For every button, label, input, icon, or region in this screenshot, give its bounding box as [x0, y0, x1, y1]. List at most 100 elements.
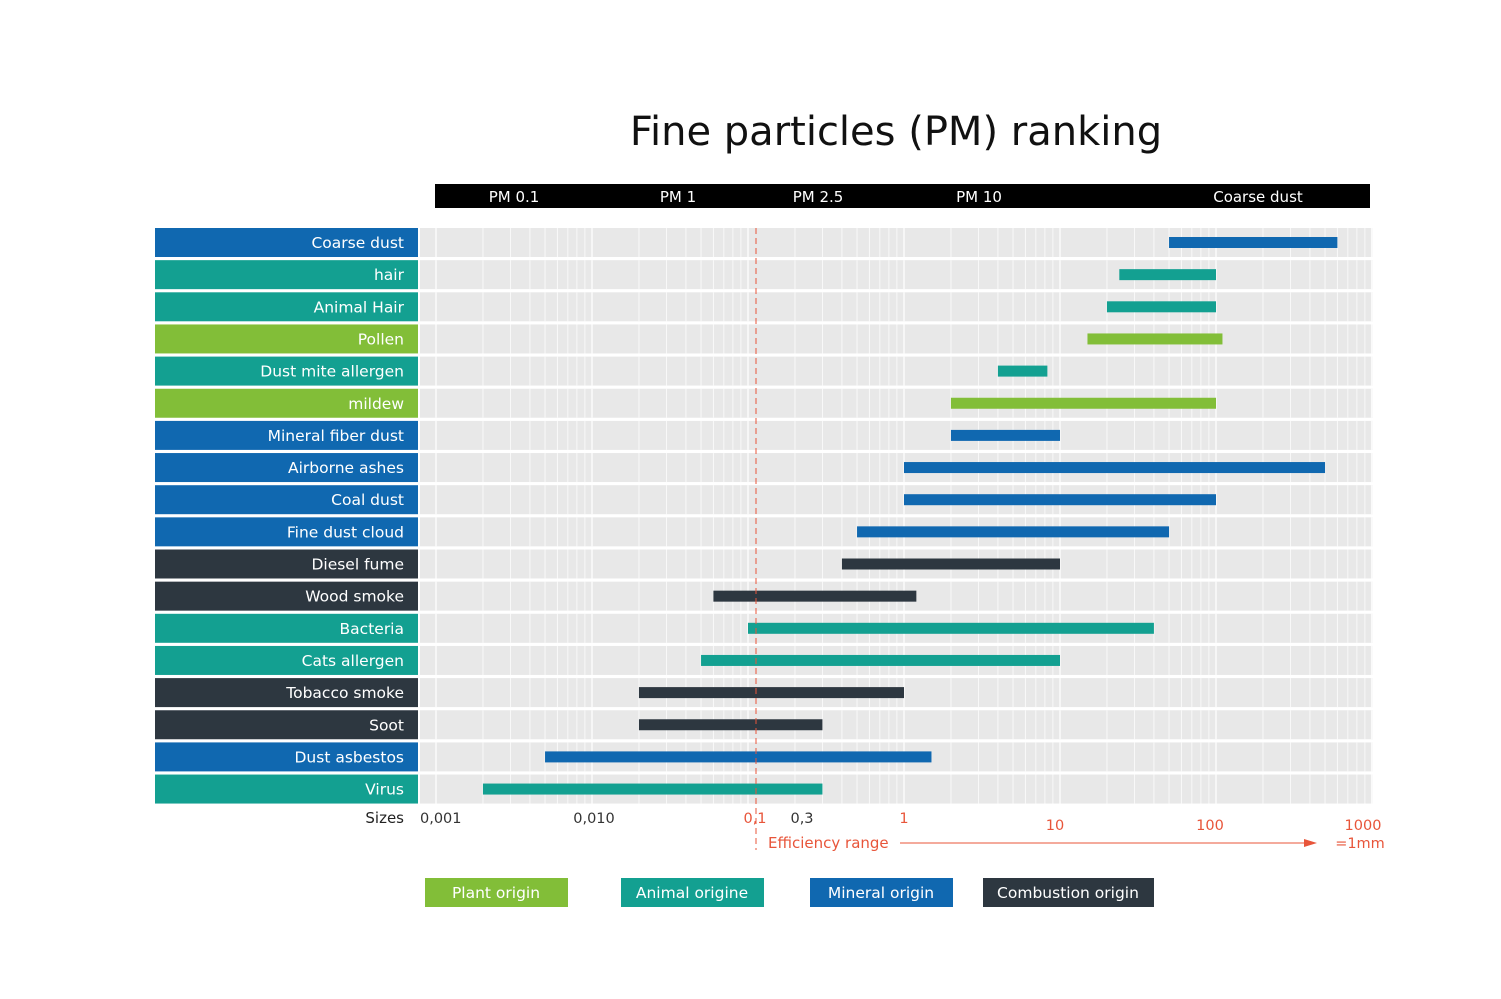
unit-note: =1mm	[1335, 836, 1385, 852]
row-label-box	[155, 228, 418, 257]
row-label: Mineral fiber dust	[268, 427, 404, 445]
row-label: Bacteria	[340, 620, 404, 638]
row-coal-dust: Coal dust	[155, 485, 1373, 515]
tick-label: 0,1	[743, 811, 766, 827]
legend-item-combustion: Combustion origin	[983, 878, 1154, 907]
row-label: Coarse dust	[311, 234, 404, 252]
chart-title: Fine particles (PM) ranking	[630, 109, 1162, 155]
row-label: Soot	[369, 716, 404, 734]
range-bar	[841, 558, 1060, 570]
row-dust-asbestos: Dust asbestos	[155, 742, 1373, 772]
row-label-box	[155, 581, 418, 611]
pm-band-label: PM 2.5	[793, 188, 844, 206]
row-label-box	[155, 356, 418, 386]
pm-band-label: PM 10	[956, 188, 1002, 206]
row-label: Wood smoke	[305, 588, 404, 606]
row-label-box	[155, 742, 418, 772]
row-label-box	[155, 678, 418, 708]
row-tobacco-smoke: Tobacco smoke	[155, 678, 1373, 708]
range-bar	[904, 494, 1216, 506]
row-label-box	[155, 260, 418, 290]
legend-item-mineral: Mineral origin	[810, 878, 953, 907]
legend-item-animal: Animal origine	[621, 878, 764, 907]
row-fine-dust-cloud: Fine dust cloud	[155, 517, 1373, 547]
row-label: Coal dust	[331, 491, 404, 509]
range-bar	[748, 622, 1154, 634]
range-bar	[1169, 237, 1338, 248]
row-hair: hair	[155, 260, 1373, 290]
row-animal-hair: Animal Hair	[155, 292, 1373, 322]
row-label: Diesel fume	[311, 556, 404, 574]
row-soot: Soot	[155, 710, 1373, 740]
tick-label: 0,010	[573, 811, 615, 827]
row-label: Dust asbestos	[295, 748, 405, 766]
row-dust-mite-allergen: Dust mite allergen	[155, 356, 1373, 386]
range-bar	[545, 751, 932, 763]
legend-label: Mineral origin	[828, 884, 934, 902]
row-label-box	[155, 388, 418, 418]
pm-band-label: PM 1	[660, 188, 696, 206]
row-label: Pollen	[358, 330, 404, 348]
legend-label: Combustion origin	[997, 884, 1139, 902]
range-bar	[950, 397, 1216, 409]
range-bar	[857, 526, 1170, 538]
tick-label: 1	[899, 811, 908, 827]
row-wood-smoke: Wood smoke	[155, 581, 1373, 611]
row-mineral-fiber-dust: Mineral fiber dust	[155, 420, 1373, 450]
row-label-box	[155, 774, 418, 804]
tick-label: 10	[1046, 818, 1064, 834]
row-label: Cats allergen	[302, 652, 404, 670]
row-mildew: mildew	[155, 388, 1373, 418]
row-label: hair	[374, 266, 405, 284]
legend-swatch	[621, 878, 764, 907]
range-bar	[638, 687, 904, 699]
row-label-box	[155, 324, 418, 354]
legend-label: Animal origine	[636, 884, 748, 902]
row-label-box	[155, 645, 418, 675]
tick-label: 0,001	[420, 811, 462, 827]
row-bacteria: Bacteria	[155, 613, 1373, 643]
x-axis: Sizes 0,001 0,010 0,1 0,3 1 10 100 1000 =1mm Effi…	[365, 809, 1384, 852]
row-diesel-fume: Diesel fume	[155, 549, 1373, 579]
x-axis-label: Sizes	[365, 809, 404, 827]
range-bar	[638, 719, 823, 731]
efficiency-range-label: Efficiency range	[768, 834, 889, 852]
legend-item-plant: Plant origin	[425, 878, 568, 907]
row-label: Fine dust cloud	[287, 523, 404, 541]
range-bar	[997, 365, 1048, 377]
pm-band-background	[435, 184, 1370, 208]
range-bar	[950, 429, 1060, 441]
row-virus: Virus	[155, 774, 1373, 804]
pm-band-label: PM 0.1	[489, 188, 540, 206]
range-bar	[701, 654, 1060, 666]
rows: Coarse dust hair Animal Hair Pollen Dust mit…	[155, 228, 1373, 850]
pm-band-header: PM 0.1 PM 1 PM 2.5 PM 10 Coarse dust	[435, 184, 1370, 208]
range-bar	[1106, 301, 1216, 313]
tick-label: 100	[1196, 818, 1224, 834]
legend-label: Plant origin	[452, 884, 540, 902]
row-label-box	[155, 549, 418, 579]
tick-label: 0,3	[790, 811, 813, 827]
legend: Plant origin Animal origine Mineral origin…	[425, 878, 1154, 907]
row-label-box	[155, 485, 418, 515]
pm-band-label: Coarse dust	[1213, 188, 1303, 206]
row-label: mildew	[348, 395, 404, 413]
range-bar	[482, 783, 823, 795]
legend-swatch	[983, 878, 1154, 907]
row-label: Animal Hair	[314, 298, 405, 316]
legend-swatch	[810, 878, 953, 907]
row-airborne-ashes: Airborne ashes	[155, 453, 1373, 483]
row-label-box	[155, 420, 418, 450]
row-coarse-dust: Coarse dust	[155, 228, 1373, 257]
row-label-box	[155, 517, 418, 547]
tick-label: 1000	[1345, 818, 1382, 834]
row-label: Virus	[365, 781, 404, 799]
row-pollen: Pollen	[155, 324, 1373, 354]
row-label-box	[155, 710, 418, 740]
row-label: Dust mite allergen	[260, 363, 404, 381]
arrow-head-icon	[1304, 839, 1317, 847]
range-bar	[1119, 269, 1216, 281]
legend-swatch	[425, 878, 568, 907]
row-label: Airborne ashes	[288, 459, 404, 477]
